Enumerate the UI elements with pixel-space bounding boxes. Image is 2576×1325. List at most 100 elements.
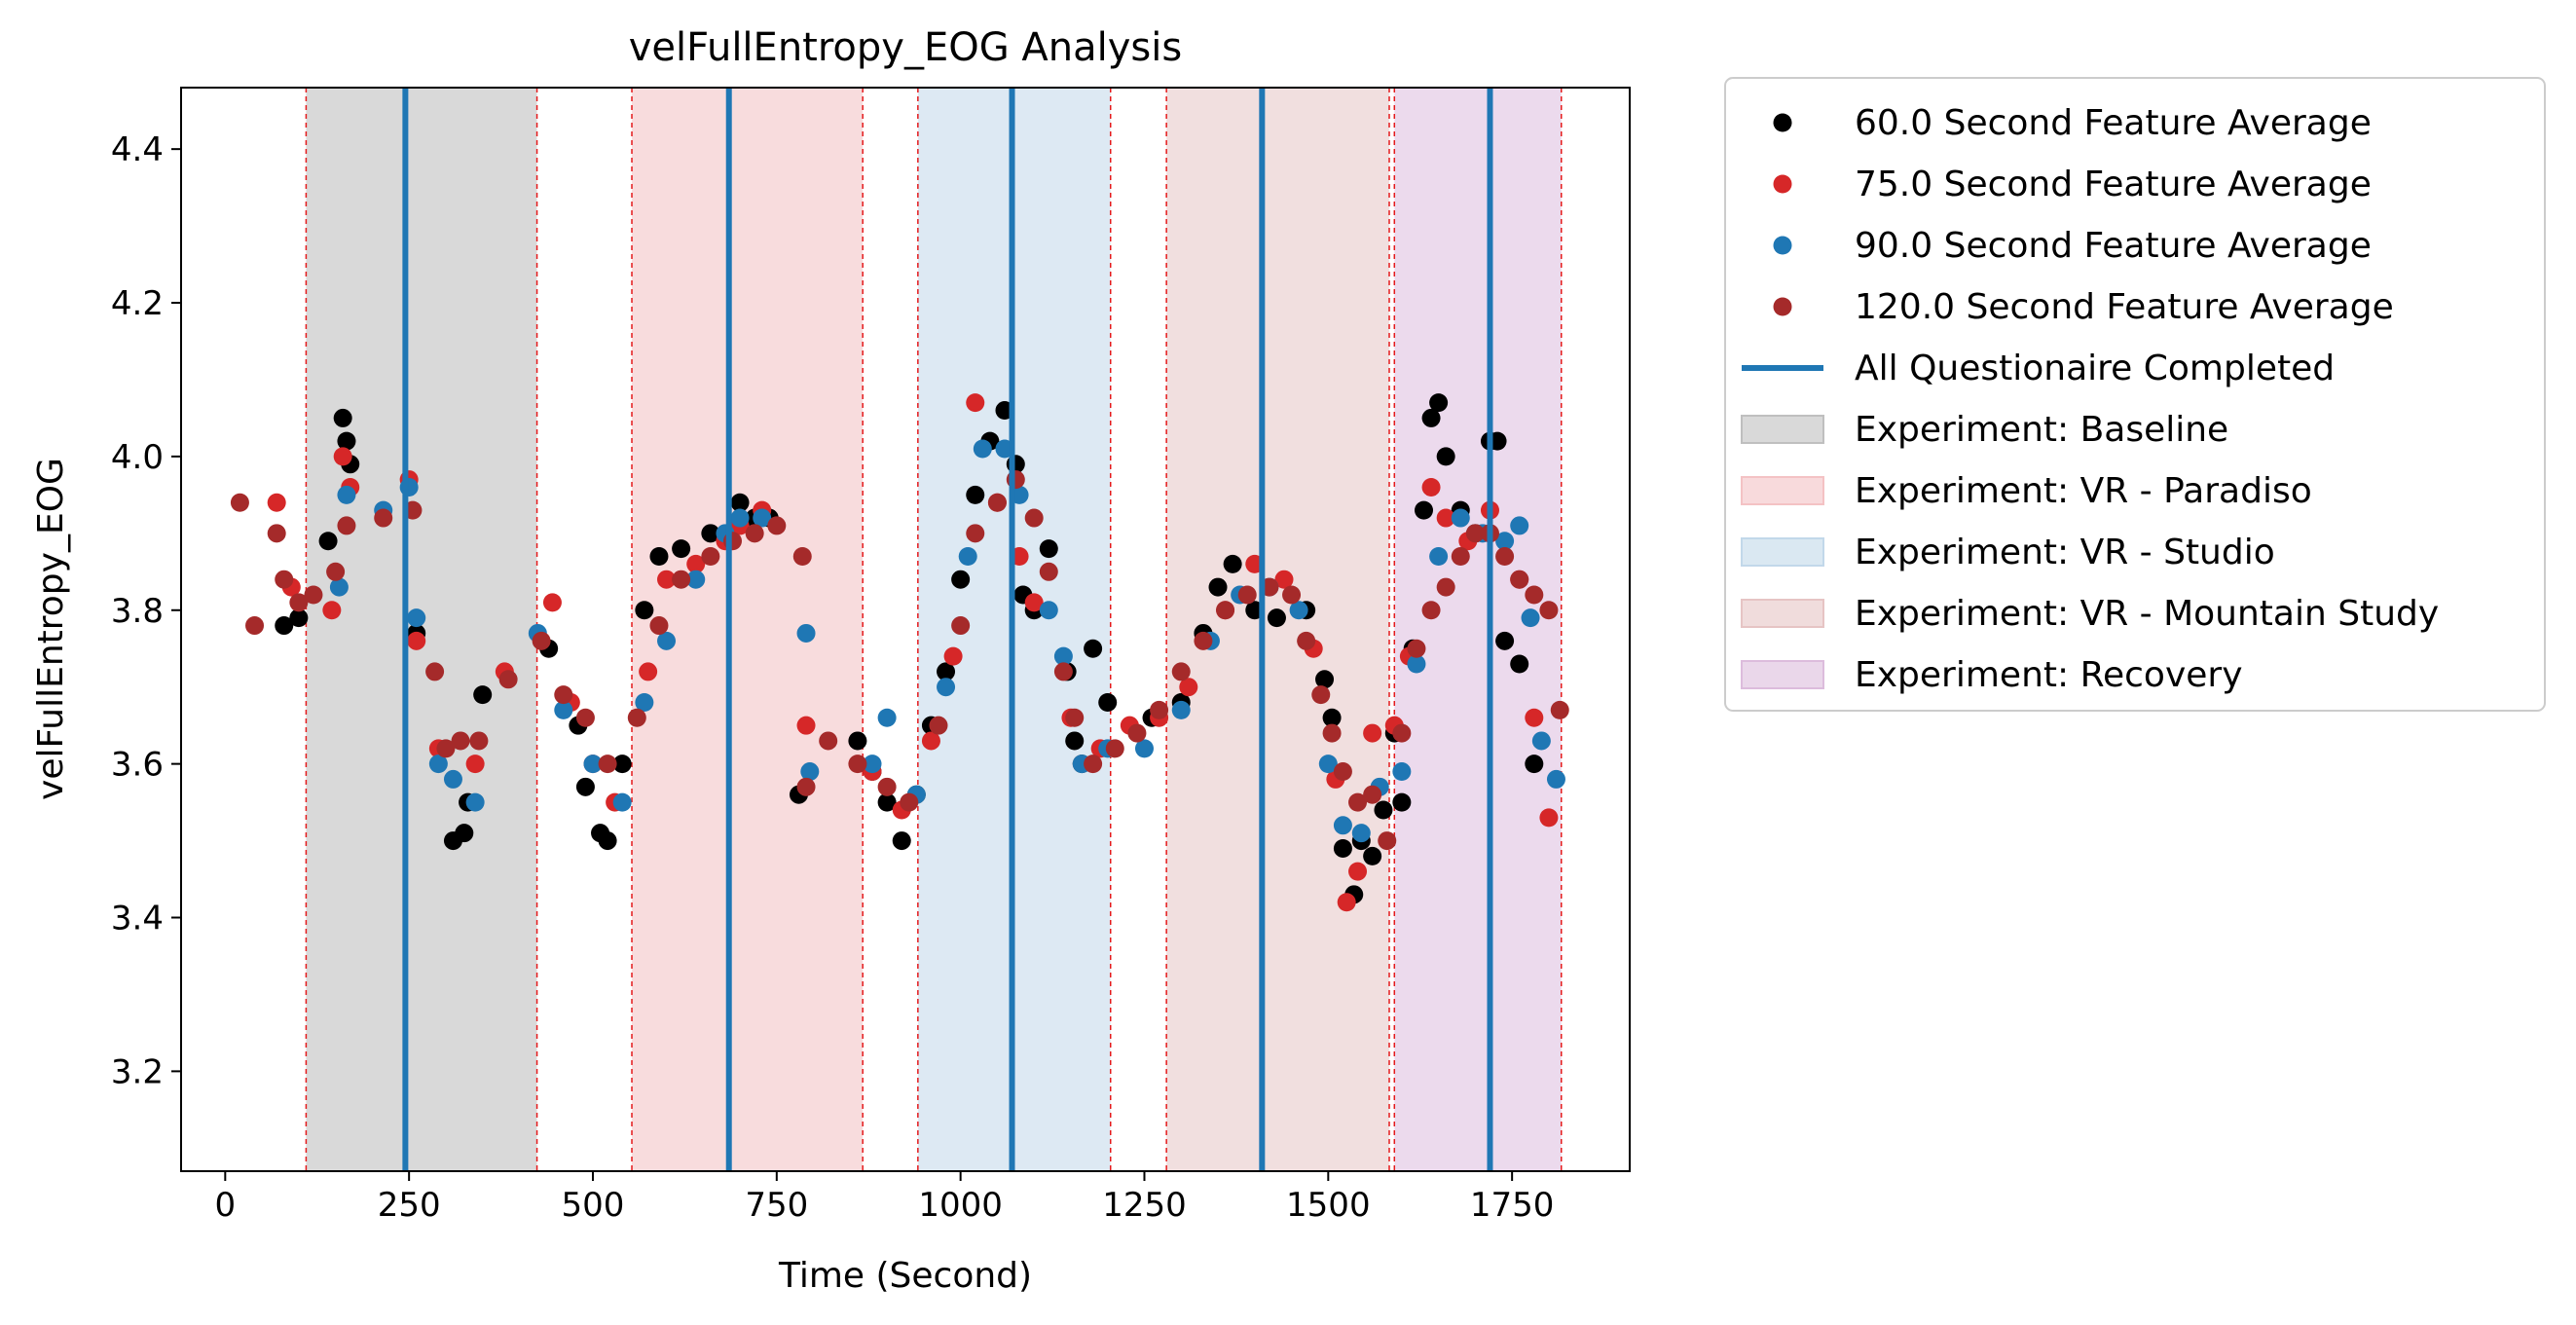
- legend-patch-8: [1741, 599, 1824, 628]
- x-tick-label-4: 1000: [918, 1186, 1003, 1225]
- point-s0-1: [289, 608, 309, 628]
- point-s0-55: [1333, 838, 1352, 858]
- point-s2-5: [428, 755, 448, 774]
- point-s2-23: [937, 678, 956, 697]
- point-s3-8: [374, 508, 393, 528]
- point-s3-39: [1053, 662, 1073, 681]
- point-s3-33: [951, 616, 971, 636]
- point-s3-34: [966, 524, 985, 543]
- point-s0-49: [1223, 554, 1242, 573]
- point-s2-37: [1289, 601, 1308, 620]
- point-s0-17: [635, 601, 654, 620]
- point-s3-6: [326, 562, 346, 581]
- point-s0-2: [318, 532, 338, 551]
- point-s1-16: [686, 554, 706, 573]
- point-s2-49: [1521, 608, 1540, 628]
- legend-marker-2: [1773, 236, 1792, 255]
- point-s0-16: [612, 755, 632, 774]
- point-s3-32: [929, 716, 948, 735]
- point-s0-25: [848, 731, 867, 751]
- legend-marker-3: [1773, 297, 1792, 316]
- span-1: [632, 88, 864, 1171]
- point-s1-8: [465, 755, 485, 774]
- point-s0-65: [1429, 393, 1449, 413]
- plot-area-frame: [180, 87, 1631, 1172]
- point-s3-0: [230, 493, 249, 512]
- point-s0-51: [1267, 608, 1286, 628]
- point-s1-15: [657, 570, 677, 589]
- span-4: [1394, 88, 1562, 1171]
- point-s3-24: [745, 524, 764, 543]
- point-s3-66: [1510, 570, 1529, 589]
- y-tick-label-4: 4.0: [111, 438, 164, 477]
- point-s0-64: [1421, 408, 1441, 427]
- experiment-spans: [306, 88, 1562, 1171]
- point-s3-17: [575, 708, 595, 727]
- point-s1-20: [796, 716, 816, 735]
- point-s1-36: [1274, 570, 1294, 589]
- point-s0-54: [1322, 708, 1342, 727]
- point-s2-7: [465, 792, 485, 812]
- point-s3-29: [848, 755, 867, 774]
- point-s0-73: [1525, 755, 1544, 774]
- point-s3-68: [1539, 601, 1559, 620]
- point-s3-41: [1084, 755, 1103, 774]
- point-s2-16: [730, 508, 750, 528]
- point-s3-5: [304, 585, 323, 605]
- legend-patch-5: [1741, 415, 1824, 444]
- point-s3-60: [1421, 601, 1441, 620]
- point-s1-33: [1179, 678, 1198, 697]
- point-s3-25: [767, 516, 787, 535]
- point-s3-53: [1322, 723, 1342, 743]
- y-tick-label-6: 4.4: [111, 130, 164, 169]
- point-s3-50: [1282, 585, 1302, 605]
- legend: 60.0 Second Feature Average 75.0 Second F…: [1724, 77, 2546, 712]
- point-s0-72: [1510, 654, 1529, 674]
- point-s1-3: [333, 447, 352, 466]
- y-tick-label-0: 3.2: [111, 1052, 164, 1091]
- point-s2-50: [1531, 731, 1551, 751]
- point-s2-32: [1134, 739, 1154, 758]
- point-s2-1: [337, 485, 356, 504]
- x-tick-label-3: 750: [745, 1186, 808, 1225]
- point-s0-13: [575, 777, 595, 796]
- point-s1-44: [1421, 477, 1441, 497]
- x-tick-label-7: 1750: [1470, 1186, 1555, 1225]
- point-s3-18: [598, 755, 617, 774]
- point-s1-14: [639, 662, 658, 681]
- legend-label-3: 120.0 Second Feature Average: [1855, 287, 2394, 327]
- point-s0-20: [701, 524, 720, 543]
- point-s0-28: [892, 831, 911, 851]
- legend-label-9: Experiment: Recovery: [1855, 655, 2243, 695]
- point-s0-41: [1065, 731, 1085, 751]
- legend-label-5: Experiment: Baseline: [1855, 410, 2228, 450]
- point-s0-3: [333, 408, 352, 427]
- y-tick-label-2: 3.6: [111, 746, 164, 785]
- point-s2-17: [753, 508, 772, 528]
- point-s2-38: [1318, 755, 1338, 774]
- point-s2-19: [800, 762, 820, 782]
- point-s1-49: [1525, 708, 1544, 727]
- point-s0-39: [1039, 539, 1058, 559]
- point-s2-51: [1546, 769, 1565, 789]
- point-s2-9: [554, 700, 573, 719]
- point-s1-24: [943, 646, 963, 666]
- point-s1-41: [1363, 723, 1382, 743]
- point-s2-42: [1392, 762, 1412, 782]
- legend-marker-0: [1773, 113, 1792, 132]
- point-s2-43: [1407, 654, 1426, 674]
- point-s3-26: [792, 547, 812, 567]
- point-s0-71: [1495, 631, 1515, 650]
- point-s0-27: [877, 792, 897, 812]
- point-s3-37: [1024, 508, 1044, 528]
- point-s2-14: [686, 570, 706, 589]
- point-s3-3: [275, 570, 294, 589]
- point-s1-39: [1337, 893, 1356, 912]
- span-boundary-lines: [305, 88, 1563, 1171]
- point-s3-67: [1525, 585, 1544, 605]
- point-s2-20: [863, 755, 882, 774]
- point-s0-8: [455, 824, 474, 843]
- point-s3-44: [1150, 700, 1169, 719]
- scatter-points: [230, 393, 1569, 912]
